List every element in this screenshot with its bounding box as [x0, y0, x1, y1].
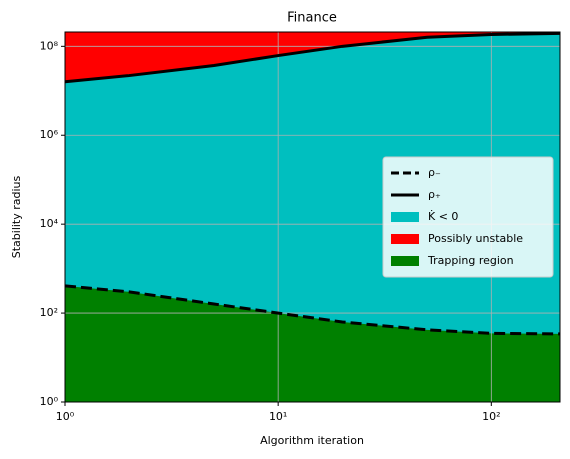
y-axis-label: Stability radius — [10, 175, 23, 258]
x-tick-label: 10² — [482, 410, 500, 423]
legend-label: Possibly unstable — [428, 232, 523, 245]
legend-label: ρ₋ — [428, 166, 441, 179]
legend-box — [382, 156, 554, 278]
legend-label: ρ₊ — [428, 188, 441, 201]
x-tick-label: 10¹ — [269, 410, 287, 423]
region-trapping — [65, 285, 560, 402]
y-tick-label: 10⁰ — [40, 395, 59, 408]
legend-patch — [391, 234, 419, 244]
chart-title: Finance — [287, 11, 337, 26]
legend-label: Trapping region — [427, 254, 514, 267]
legend-label: K̇ < 0 — [428, 210, 458, 223]
series-line — [65, 284, 560, 336]
legend-patch — [391, 256, 419, 266]
y-tick-label: 10⁸ — [40, 39, 59, 52]
plot-frame — [64, 31, 561, 403]
series-line — [65, 32, 560, 84]
region-unstable — [65, 32, 560, 82]
legend: ρ₋ ρ₊ K̇ < 0 Possibly unstable Trapping regi… — [382, 156, 554, 278]
y-tick-label: 10⁶ — [40, 128, 59, 141]
y-tick-label: 10² — [40, 306, 58, 319]
x-tick-label: 10⁰ — [56, 410, 75, 423]
legend-patch — [391, 212, 419, 222]
y-tick-label: 10⁴ — [40, 217, 59, 230]
x-axis-label: Algorithm iteration — [260, 434, 364, 447]
